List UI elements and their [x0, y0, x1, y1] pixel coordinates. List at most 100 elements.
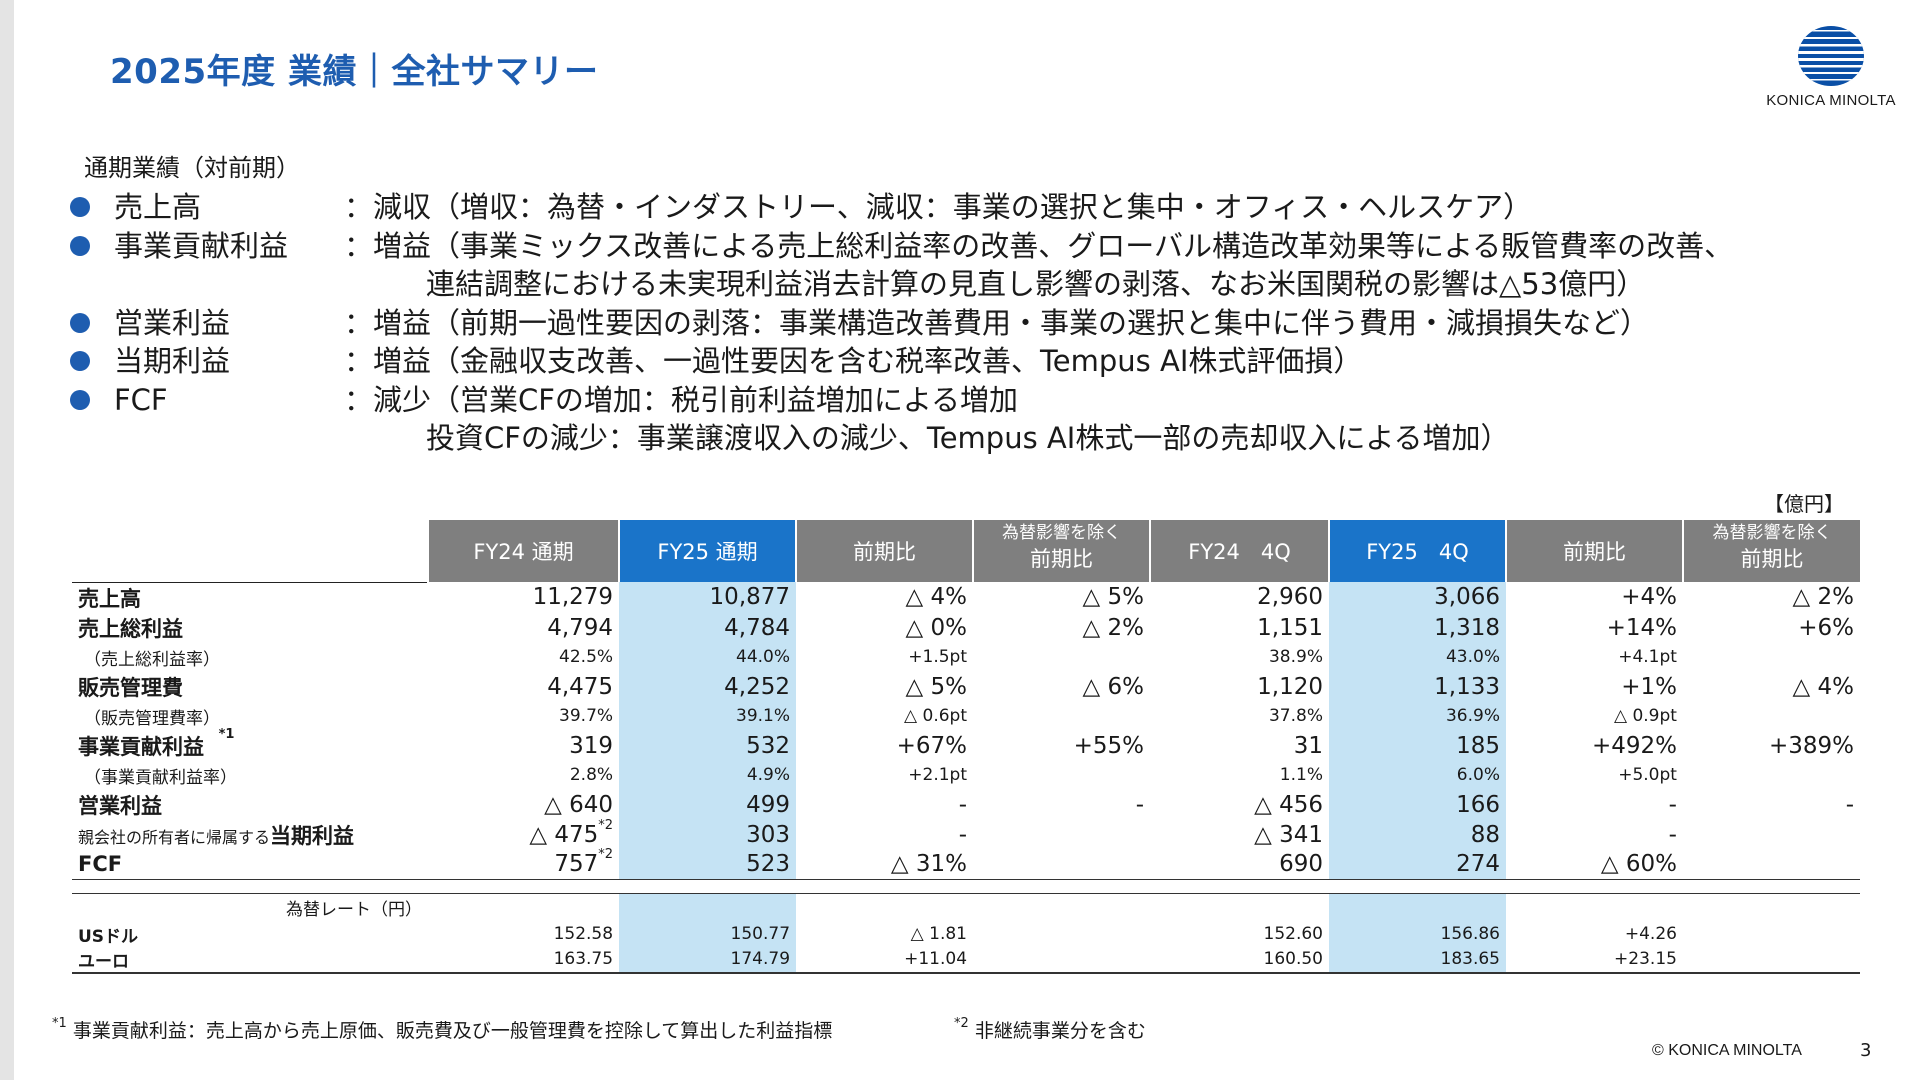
cell-fy25: 4.9% [619, 760, 797, 790]
cell-fy24: △ 475*2 [428, 817, 619, 850]
cell-q4-yoy: +4.1pt [1618, 647, 1677, 667]
cell-q4-fy25: 1,318 [1329, 612, 1506, 643]
cell-fxadj: △ 5% [1082, 584, 1145, 611]
cell-q4-fxadj: +389% [1768, 732, 1854, 759]
bullet-detail: ：増益（金融収支改善、一過性要因を含む税率改善、Tempus AI株式評価損） [344, 344, 1363, 378]
row-label: （売上総利益率） [84, 649, 220, 670]
cell-q4-fy24: 1.1% [1279, 765, 1323, 785]
cell-fy24: 4,794 [547, 614, 614, 641]
cell-yoy: - [958, 791, 968, 818]
cell-q4-fy25: 156.86 [1329, 921, 1506, 947]
cell-fxadj: +55% [1073, 732, 1144, 759]
left-edge-strip [0, 0, 14, 1080]
cell-fxadj [973, 761, 1150, 790]
cell-q4-fy25: 6.0% [1329, 760, 1506, 790]
cell-fxadj [973, 702, 1150, 731]
table-row-sga-ratio: （販売管理費率） 39.7% 39.1% △ 0.6pt 37.8% 36.9%… [72, 701, 1860, 731]
cell-q4-fxadj [1683, 820, 1860, 850]
row-label: 親会社の所有者に帰属する当期利益 [72, 820, 428, 850]
cell-fy24: 152.58 [553, 924, 614, 944]
bullet-sales: 売上高 ：減収（増収：為替・インダストリー、減収：事業の選択と集中・オフィス・ヘ… [70, 188, 1733, 227]
bullet-dot-icon [70, 312, 90, 333]
page-title: 2025年度 業績｜全社サマリー [110, 52, 599, 92]
bullet-dot-icon [70, 389, 90, 410]
cell-fy24: 163.75 [427, 946, 620, 974]
footnote-mark: *2 [598, 847, 614, 863]
cell-yoy: △ 5% [905, 673, 968, 700]
cell-q4-fxadj [1683, 702, 1860, 731]
cell-yoy: △ 0.6pt [904, 706, 968, 726]
cell-q4-fy24: 152.60 [1263, 924, 1323, 944]
row-label: 売上高 [78, 586, 141, 611]
cell-fy25: 10,877 [619, 582, 797, 613]
logo-text: KONICA MINOLTA [1766, 92, 1896, 109]
cell-q4-fy25: 36.9% [1329, 701, 1506, 731]
table-row-net-profit: 親会社の所有者に帰属する当期利益 △ 475*2 303 - △ 341 88 … [72, 817, 1860, 850]
bullet-detail: ：増益（前期一過性要因の剥落：事業構造改善費用・事業の選択と集中に伴う費用・減損… [344, 305, 1650, 340]
cell-yoy: +1.5pt [908, 647, 968, 667]
bullet-dot-icon [70, 235, 90, 256]
summary-bullets: 売上高 ：減収（増収：為替・インダストリー、減収：事業の選択と集中・オフィス・ヘ… [70, 188, 1733, 458]
bullet-detail: ：減少（営業CFの増加：税引前利益増加による増加 [344, 382, 1019, 417]
cell-q4-fxadj: +6% [1798, 614, 1854, 641]
cell-q4-fxadj [1682, 946, 1860, 974]
cell-q4-yoy: +1% [1621, 673, 1677, 700]
cell-q4-fy24: △ 341 [1254, 821, 1323, 848]
section-subheading: 通期業績（対前期） [84, 154, 300, 182]
row-label-text: 事業貢献利益 [78, 734, 204, 759]
row-label: 販売管理費 [78, 675, 183, 700]
cell-yoy: +67% [896, 732, 968, 759]
cell-q4-yoy: - [1668, 791, 1677, 818]
row-label-prefix: 親会社の所有者に帰属する [78, 827, 271, 847]
table-row-fcf: FCF 757*2 523 △ 31% 690 274 △ 60% [72, 847, 1860, 880]
cell-q4-fxadj [1683, 922, 1860, 947]
footnote-mark: *1 [218, 726, 235, 742]
table-row-sga: 販売管理費 4,475 4,252 △ 5% △ 6% 1,120 1,133 … [72, 671, 1860, 702]
table-row-operating-profit: 営業利益 △ 640 499 - - △ 456 166 - - [72, 789, 1860, 820]
cell-fy25: 4,252 [619, 671, 797, 702]
row-label: 営業利益 [78, 793, 162, 818]
footnote-mark: *2 [954, 1016, 969, 1031]
bullet-label: 事業貢献利益 [114, 228, 289, 263]
bullet-continuation: 投資CFの減少：事業譲渡収入の減少、Tempus AI株式一部の売却収入による増… [426, 421, 1510, 455]
cell-fy24: 11,279 [532, 584, 614, 611]
cell-q4-yoy: +5.0pt [1618, 765, 1677, 785]
cell-q4-yoy: △ 60% [1505, 849, 1683, 880]
cell-q4-yoy: +14% [1606, 614, 1677, 641]
cell-fxadj [973, 946, 1150, 974]
cell-q4-fxadj: - [1845, 791, 1854, 818]
bullet-label: 売上高 [114, 190, 202, 224]
row-label: 売上総利益 [78, 616, 183, 641]
row-label: FCF [72, 849, 428, 880]
header-blank [72, 520, 428, 583]
bullet-net-profit: 当期利益 ：増益（金融収支改善、一過性要因を含む税率改善、Tempus AI株式… [70, 342, 1733, 381]
cell-q4-fy24: 38.9% [1268, 647, 1323, 667]
cell-fxadj [973, 643, 1150, 672]
cell-value: △ 475 [529, 821, 599, 848]
bullet-detail: ：減収（増収：為替・インダストリー、減収：事業の選択と集中・オフィス・ヘルスケア… [344, 190, 1533, 224]
table-row-usd: USドル 152.58 150.77 △ 1.81 152.60 156.86 … [72, 921, 1860, 947]
cell-fy25: 499 [619, 789, 797, 820]
header-fy25-full: FY25 通期 [618, 520, 797, 582]
header-fx-adjusted-yoy: 為替影響を除く 前期比 [972, 520, 1150, 582]
cell-q4-fy25: 88 [1329, 819, 1506, 850]
header-fx-adjusted-bottom: 前期比 [1740, 547, 1804, 571]
cell-yoy: △ 0% [905, 614, 968, 641]
bullet-contribution-profit: 事業貢献利益 ：増益（事業ミックス改善による売上総利益率の改善、グローバル構造改… [70, 227, 1733, 266]
cell-fy24: 42.5% [559, 647, 614, 667]
results-table: FY24 通期 FY25 通期 前期比 為替影響を除く 前期比 FY24 4Q … [72, 520, 1860, 974]
cell-q4-fy24: 31 [1293, 732, 1323, 759]
footnote-text: 非継続事業分を含む [974, 1020, 1146, 1042]
header-fy24-q4: FY24 4Q [1149, 520, 1329, 582]
cell-fy25: 174.79 [619, 946, 797, 974]
cell-q4-yoy: +4.26 [1624, 924, 1677, 944]
cell-q4-yoy: +4% [1621, 584, 1677, 611]
konica-minolta-globe-logo-icon [1798, 26, 1864, 86]
footnote-mark: *2 [598, 817, 614, 833]
unit-label: 【億円】 [1764, 492, 1844, 516]
bullet-dot-icon [70, 197, 90, 217]
cell-fy24: 319 [569, 732, 614, 759]
cell-q4-yoy: △ 0.9pt [1613, 706, 1677, 726]
header-fx-adjusted-top: 為替影響を除く [1712, 523, 1832, 543]
footnote-1: *1 事業貢献利益：売上高から売上原価、販売費及び一般管理費を控除して算出した利… [52, 1016, 832, 1043]
